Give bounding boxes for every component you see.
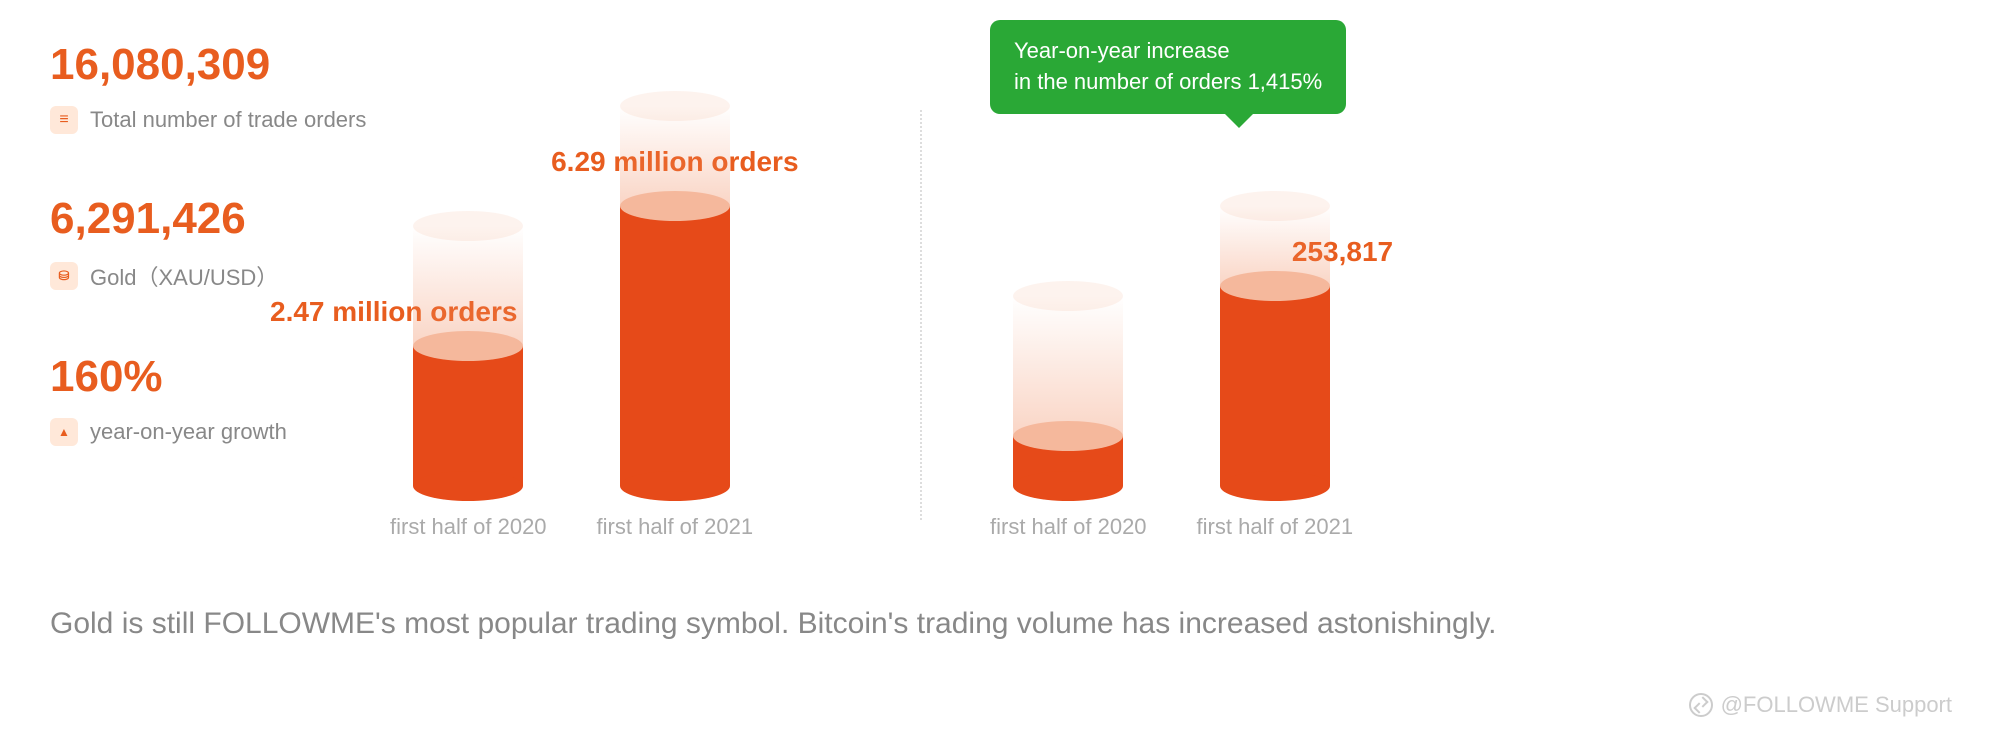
stat-value: 6,291,426 [50,194,370,244]
tooltip-line1: Year-on-year increase [1014,38,1230,63]
gold-icon: ⛁ [50,262,78,290]
cylinder-shape [1220,286,1330,486]
list-icon: ≡ [50,106,78,134]
stat-label: year-on-year growth [90,419,287,445]
stat-total-orders: 16,080,309 ≡ Total number of trade order… [50,40,370,134]
stat-label-row: ⛁ Gold（XAU/USD） [50,260,370,292]
stat-label-row: ▲ year-on-year growth [50,418,370,446]
tooltip-line2: in the number of orders 1,415% [1014,69,1322,94]
cylinder-2020: first half of 2020 [990,436,1147,540]
cylinder-2021: 6.29 million orders first half of 2021 [597,206,754,540]
cylinder-shape [1013,436,1123,486]
caption-text: Gold is still FOLLOWME's most popular tr… [50,600,1942,648]
stat-value: 16,080,309 [50,40,370,90]
cylinder-caption: first half of 2020 [390,514,547,540]
infographic-container: 16,080,309 ≡ Total number of trade order… [50,30,1942,648]
tooltip-growth: Year-on-year increase in the number of o… [990,20,1346,114]
cylinder-caption: first half of 2021 [597,514,754,540]
stat-label: Gold（XAU/USD） [90,260,278,292]
cylinder-shape [413,346,523,486]
stat-label-row: ≡ Total number of trade orders [50,106,370,134]
triangle-up-icon: ▲ [50,418,78,446]
watermark-text: @FOLLOWME Support [1721,692,1952,718]
top-section: 16,080,309 ≡ Total number of trade order… [50,30,1942,580]
watermark: @FOLLOWME Support [1689,692,1952,718]
cylinder-2020: 2.47 million orders first half of 2020 [390,346,547,540]
refresh-icon [1689,693,1713,717]
cylinder-shape [620,206,730,486]
cylinder-caption: first half of 2020 [990,514,1147,540]
cylinder-group: 2.47 million orders first half of 2020 6… [390,206,753,540]
stat-label: Total number of trade orders [90,107,366,133]
cylinder-2021: 253,817 first half of 2021 [1197,286,1354,540]
cylinder-group: first half of 2020 253,817 first half of… [990,286,1353,540]
chart-bitcoin-orders: Year-on-year increase in the number of o… [930,30,1390,580]
cylinder-caption: first half of 2021 [1197,514,1354,540]
stat-growth: 160% ▲ year-on-year growth [50,352,370,446]
stat-gold: 6,291,426 ⛁ Gold（XAU/USD） [50,194,370,292]
chart-gold-orders: 2.47 million orders first half of 2020 6… [390,30,850,580]
vertical-divider [920,110,922,520]
stat-value: 160% [50,352,370,402]
